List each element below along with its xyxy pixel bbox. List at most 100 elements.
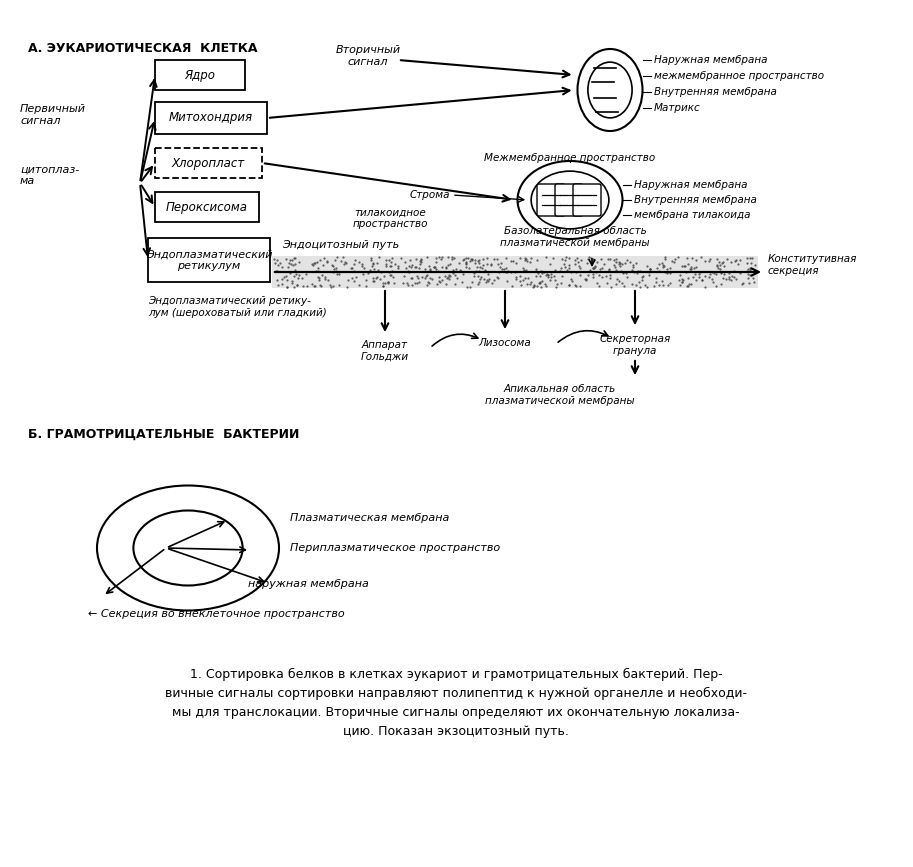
Point	[432, 251, 446, 264]
Point	[478, 264, 493, 278]
Point	[492, 264, 507, 278]
Point	[539, 251, 553, 264]
Point	[414, 253, 428, 267]
Point	[606, 253, 621, 267]
Point	[336, 250, 351, 264]
Point	[568, 278, 582, 292]
Point	[477, 272, 491, 286]
Point	[629, 278, 644, 292]
Point	[740, 264, 754, 277]
Point	[714, 277, 729, 291]
Point	[366, 274, 381, 288]
Text: Конститутивная
секреция: Конститутивная секреция	[768, 254, 857, 276]
Point	[498, 251, 513, 264]
Point	[489, 271, 504, 284]
Point	[378, 276, 393, 290]
Point	[547, 269, 561, 283]
Point	[603, 268, 617, 282]
Point	[275, 277, 289, 290]
Point	[395, 277, 410, 290]
Point	[279, 272, 294, 286]
Point	[438, 260, 453, 274]
Point	[713, 258, 728, 272]
Point	[533, 280, 548, 294]
Point	[320, 273, 335, 287]
Point	[628, 257, 643, 271]
Point	[543, 270, 558, 284]
Point	[620, 271, 635, 284]
Point	[368, 271, 383, 284]
Point	[717, 267, 731, 281]
Text: Аппарат
Гольджи: Аппарат Гольджи	[361, 340, 409, 362]
Point	[635, 269, 650, 283]
Point	[581, 268, 595, 282]
Point	[295, 271, 310, 285]
Point	[516, 261, 530, 275]
Point	[347, 274, 362, 288]
Point	[702, 251, 717, 265]
Text: 1. Сортировка белков в клетках эукариот и грамотрицательных бактерий. Пер-: 1. Сортировка белков в клетках эукариот …	[190, 668, 722, 681]
Point	[712, 262, 727, 276]
Point	[494, 257, 509, 271]
Point	[532, 276, 547, 290]
Point	[287, 251, 301, 264]
Point	[461, 251, 476, 264]
Point	[352, 278, 366, 292]
Point	[275, 260, 289, 274]
Point	[716, 255, 730, 269]
Point	[322, 278, 337, 292]
Point	[609, 256, 624, 270]
Text: цитоплаз-
ма: цитоплаз- ма	[20, 164, 79, 186]
Point	[671, 273, 686, 287]
Point	[614, 264, 628, 278]
Point	[365, 259, 380, 273]
Point	[332, 278, 347, 292]
Point	[595, 270, 610, 284]
Point	[363, 251, 378, 264]
Point	[549, 279, 563, 293]
Point	[285, 276, 299, 290]
Point	[681, 271, 696, 285]
Point	[428, 251, 443, 264]
Point	[479, 275, 494, 289]
Point	[572, 259, 586, 273]
Point	[491, 257, 506, 271]
Point	[412, 276, 426, 290]
Point	[564, 271, 579, 285]
Point	[561, 258, 576, 272]
Point	[725, 269, 740, 283]
Point	[722, 266, 737, 280]
Point	[601, 262, 615, 276]
Text: тилакоидное
пространство: тилакоидное пространство	[352, 207, 428, 229]
Point	[641, 265, 656, 279]
Point	[537, 265, 551, 279]
Point	[561, 278, 576, 292]
Point	[559, 251, 573, 264]
Text: Эндоцитозный путь: Эндоцитозный путь	[282, 240, 399, 250]
Point	[513, 274, 528, 288]
Point	[518, 253, 532, 267]
Point	[684, 251, 698, 264]
Point	[570, 251, 584, 264]
Point	[418, 263, 433, 277]
Point	[741, 277, 756, 290]
Point	[473, 272, 488, 286]
Point	[615, 265, 630, 279]
Point	[403, 253, 417, 267]
Point	[529, 262, 543, 276]
Point	[609, 272, 624, 286]
Point	[288, 264, 302, 277]
Text: Матрикс: Матрикс	[654, 103, 700, 113]
Point	[740, 267, 755, 281]
Point	[367, 262, 382, 276]
Point	[680, 251, 695, 265]
Point	[383, 269, 397, 283]
Point	[326, 265, 341, 279]
Point	[299, 279, 314, 293]
Point	[589, 264, 603, 278]
Point	[370, 271, 384, 284]
Point	[428, 260, 443, 274]
Point	[405, 278, 420, 292]
Point	[397, 255, 412, 269]
Point	[373, 271, 388, 285]
